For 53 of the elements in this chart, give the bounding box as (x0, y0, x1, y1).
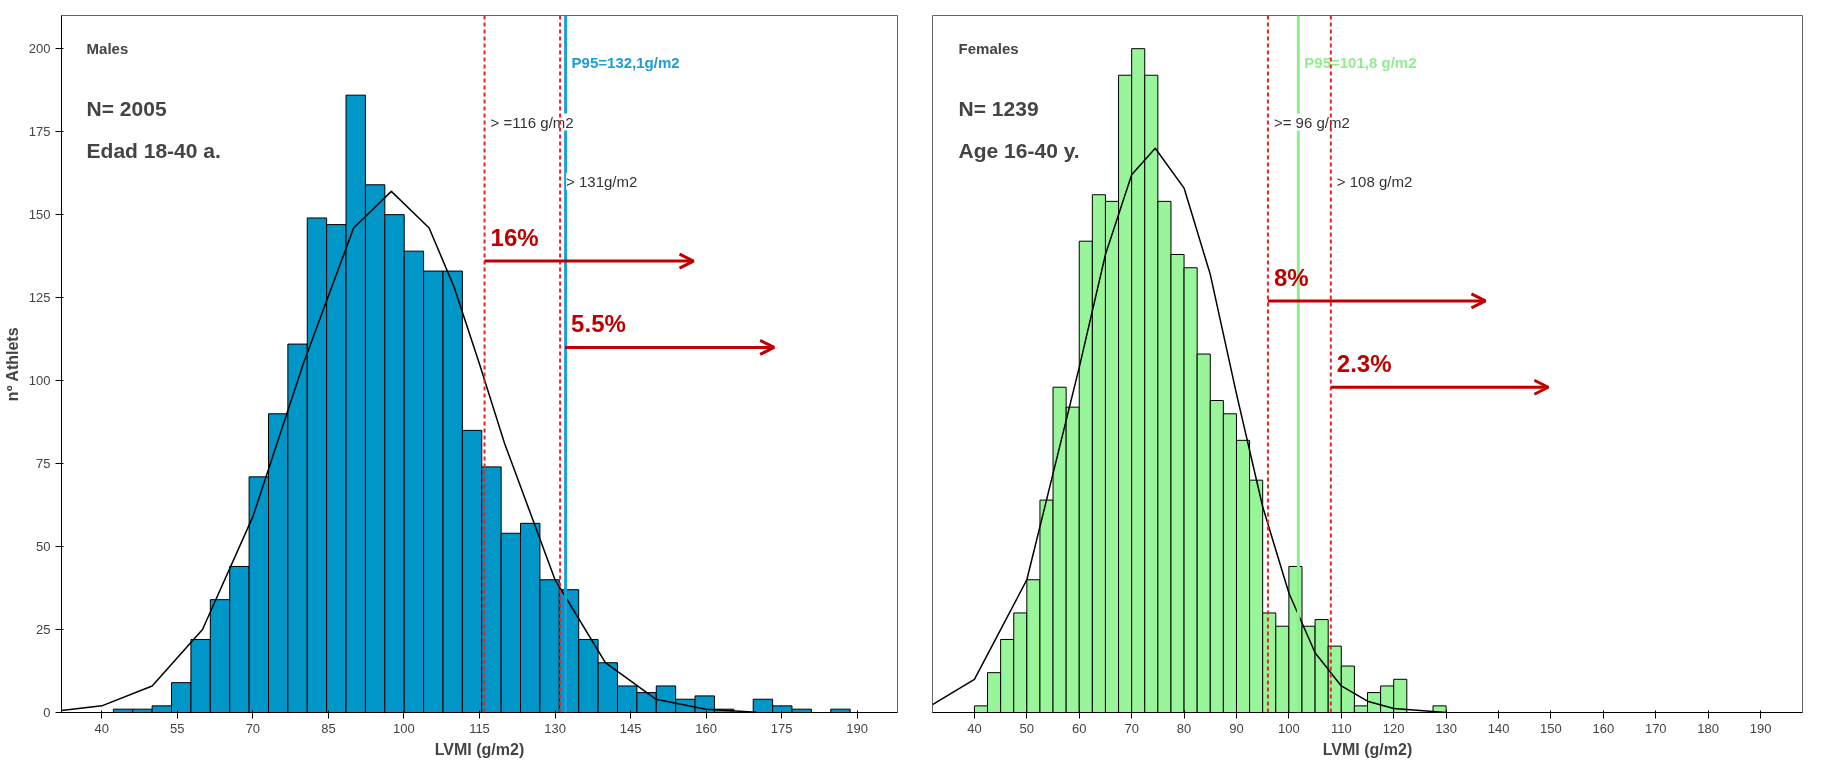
y-tick-label: 125 (28, 290, 51, 306)
x-tick-label: 40 (94, 720, 110, 736)
x-tick-label: 55 (170, 720, 185, 736)
x-tick-label: 70 (1124, 720, 1139, 736)
y-tick-label: 150 (28, 207, 51, 223)
x-tick-label: 130 (1435, 720, 1457, 736)
y-tick-label: 200 (28, 41, 51, 57)
x-tick-label: 145 (619, 720, 642, 736)
y-tick-label: 0 (43, 705, 51, 720)
x-tick-label: 90 (1229, 720, 1244, 736)
ref-line-label: > =116 g/m2 (490, 113, 574, 131)
x-tick-label: 170 (1644, 720, 1667, 736)
x-tick-label: 160 (695, 720, 717, 736)
x-tick-label: 190 (1749, 720, 1772, 736)
x-tick-label: 190 (846, 720, 869, 736)
text: N= 2005 Edad 18-40 a. (86, 97, 221, 162)
x-tick-label: 100 (1278, 720, 1300, 736)
ref-line-label: >= 96 g/m2 (1273, 113, 1350, 131)
x-tick-label: 70 (245, 720, 261, 736)
x-tick-label: 120 (1382, 720, 1405, 736)
x-tick-label: 110 (1330, 720, 1352, 736)
ref-line-label: P95=132,1g/m2 (571, 54, 680, 72)
annotation: 2.3% (1336, 350, 1392, 378)
x-tick-label: 50 (1019, 720, 1035, 736)
x-tick-label: 180 (1697, 720, 1720, 736)
x-tick-label: 60 (1072, 720, 1087, 736)
text: Males (86, 40, 129, 58)
ref-line-label: > 131g/m2 (566, 172, 638, 190)
x-tick-label: 40 (967, 720, 982, 736)
y-tick-label: 50 (36, 539, 51, 555)
x-tick-label: 115 (469, 720, 490, 736)
x-tick-label: 150 (1540, 720, 1562, 736)
x-axis-title: LVMI (g/m2) (1322, 740, 1413, 758)
ref-line-label: > 108 g/m2 (1336, 172, 1413, 190)
y-tick-label: 75 (36, 456, 51, 472)
x-tick-label: 85 (321, 720, 336, 736)
x-tick-label: 140 (1487, 720, 1510, 736)
x-tick-label: 175 (770, 720, 793, 736)
annotation: 5.5% (571, 310, 626, 338)
y-axis-title: nº Athlets (3, 327, 21, 402)
text: N= 1239 Age 16-40 y. (958, 97, 1080, 162)
x-tick-label: 80 (1176, 720, 1192, 736)
annotation: 16% (490, 224, 539, 252)
chart-title: Females (958, 40, 1019, 58)
annotation: 8% (1273, 263, 1309, 291)
x-tick-label: 100 (393, 720, 415, 736)
ref-line-label: P95=101,8 g/m2 (1304, 54, 1417, 72)
y-tick-label: 100 (28, 373, 51, 389)
y-tick-label: 25 (36, 622, 51, 638)
x-tick-label: 130 (544, 720, 566, 736)
x-axis-title: LVMI (g/m2) (434, 740, 525, 758)
x-tick-label: 160 (1592, 720, 1615, 736)
y-tick-label: 175 (28, 124, 51, 140)
